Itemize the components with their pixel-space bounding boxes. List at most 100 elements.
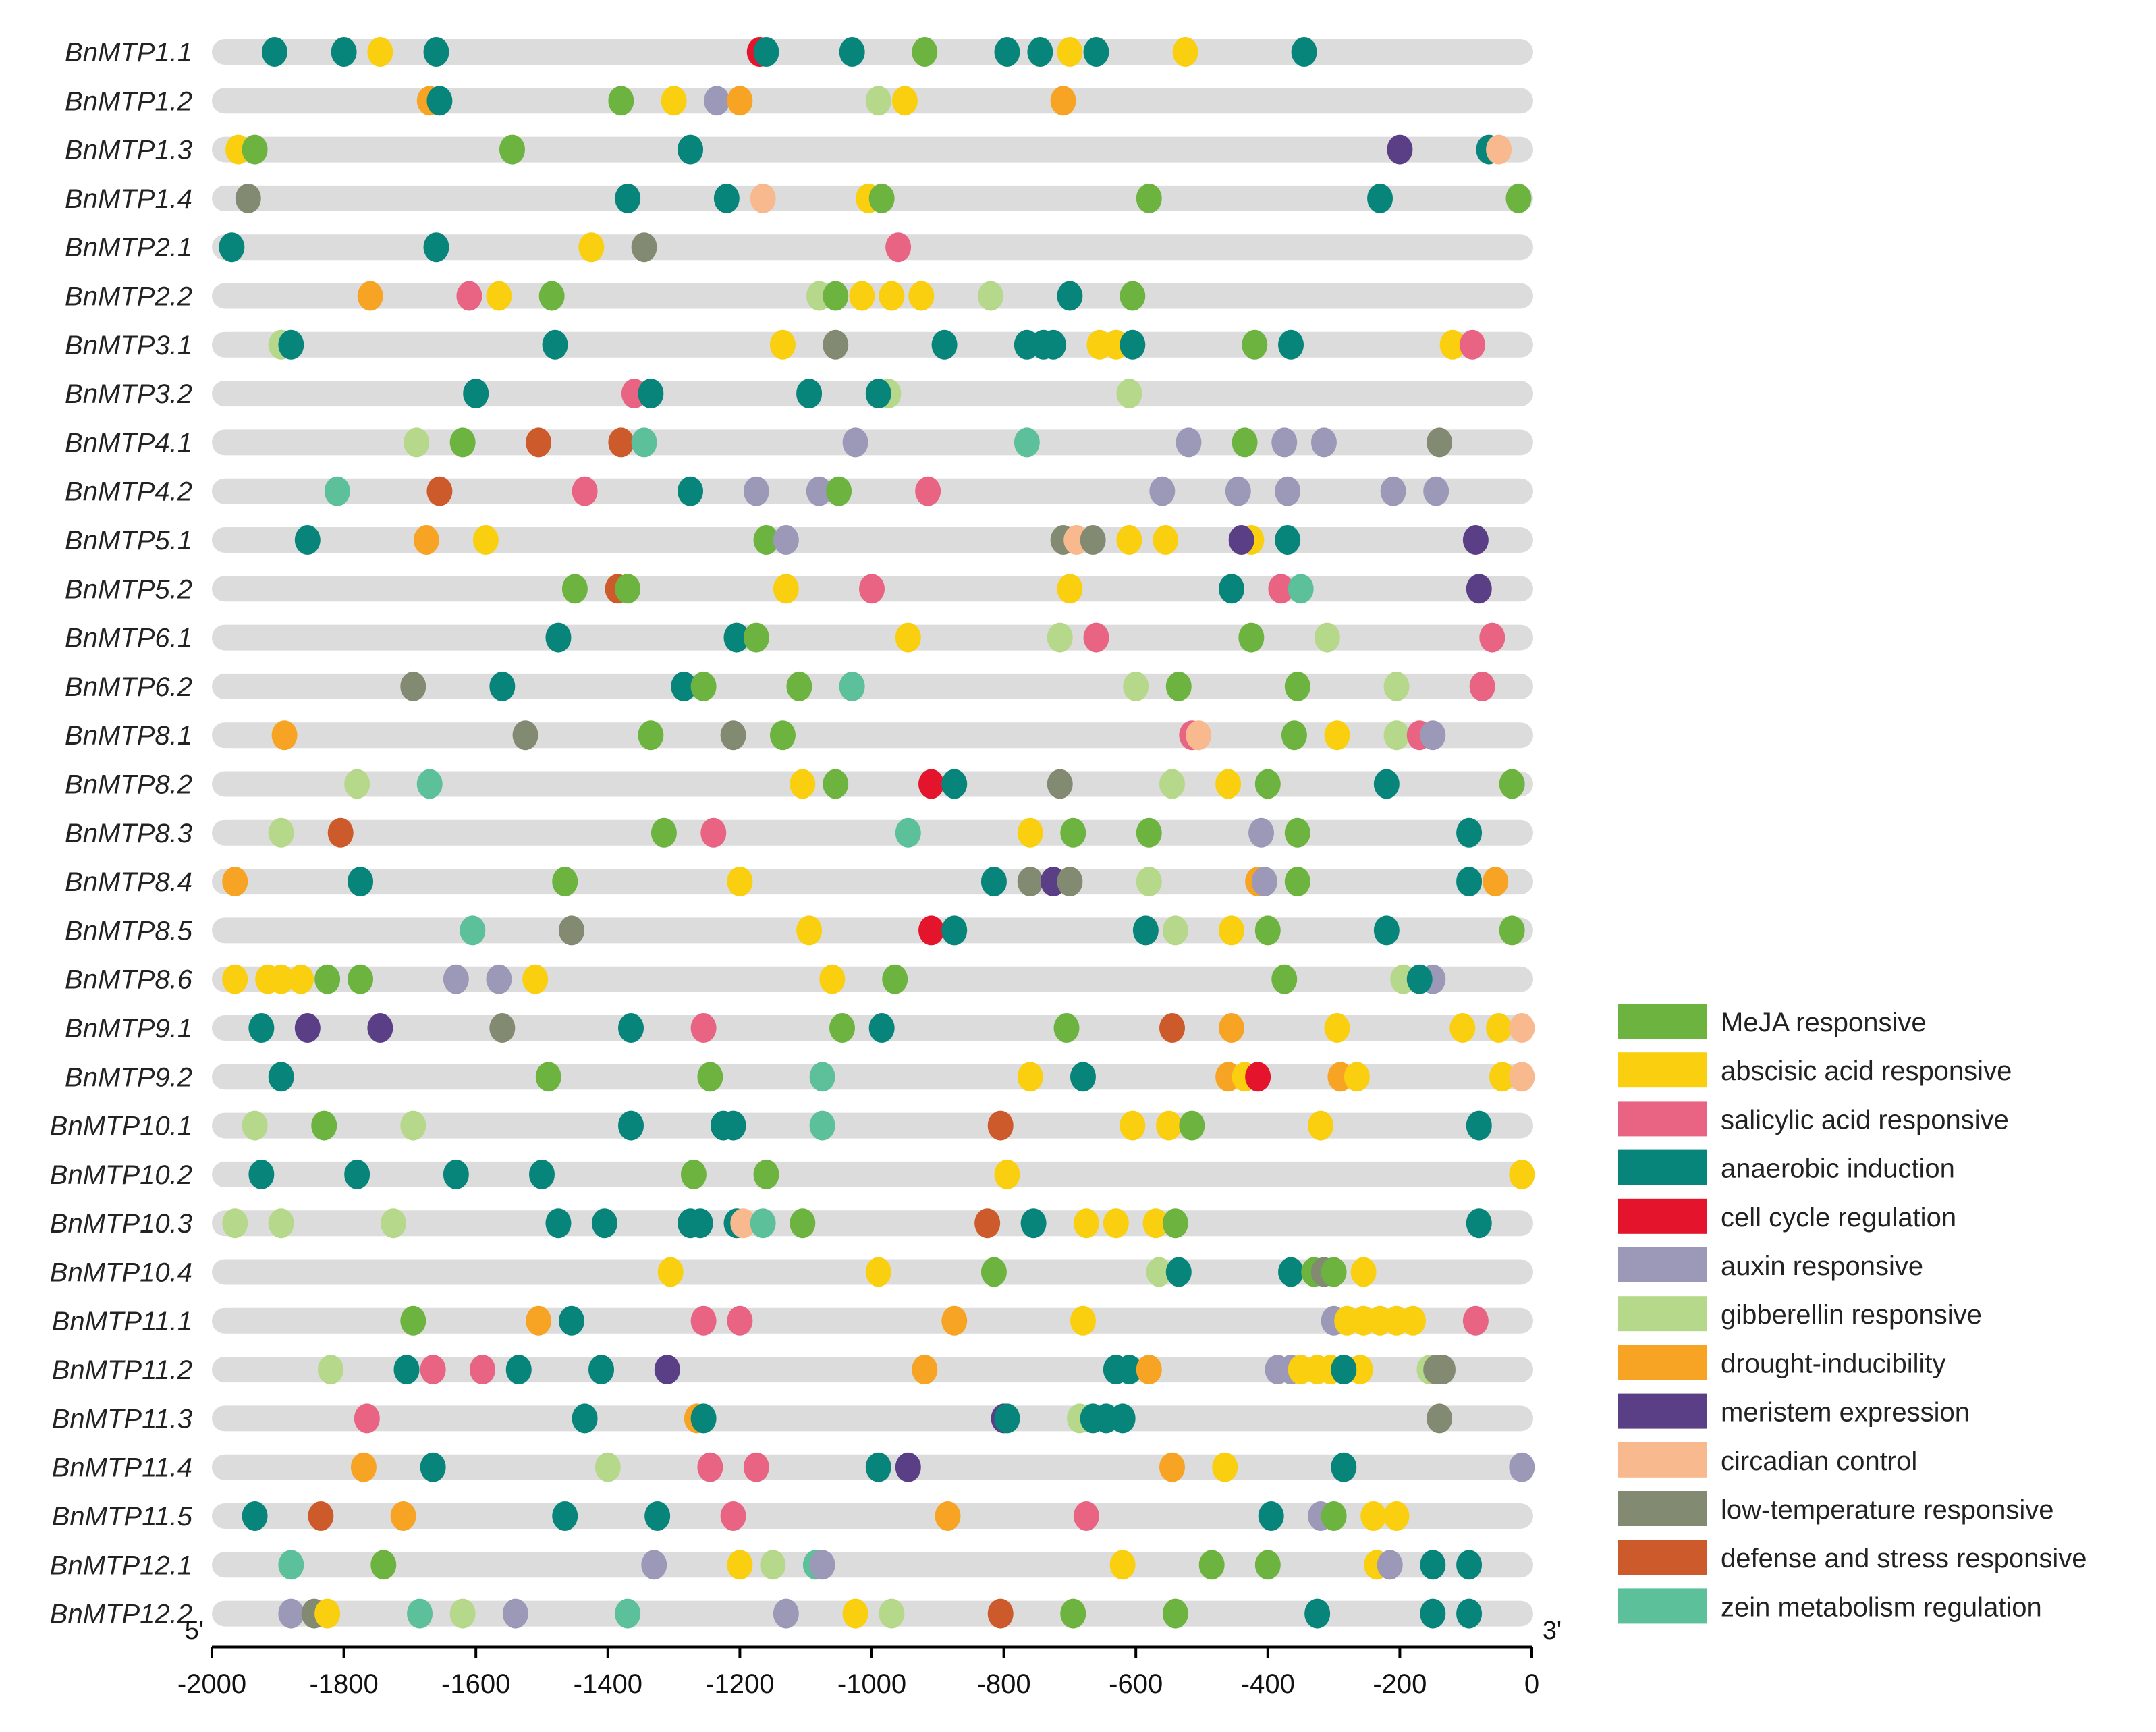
cis-element-marker <box>720 720 746 751</box>
cis-element-marker <box>526 1305 552 1336</box>
cis-element-marker <box>1278 1257 1304 1287</box>
cis-element-marker <box>1215 769 1242 799</box>
legend-label: drought-inducibility <box>1721 1349 1946 1378</box>
cis-element-marker <box>472 525 499 555</box>
legend-item: auxin responsive <box>1618 1247 1923 1282</box>
cis-element-marker <box>1275 525 1301 555</box>
legend-item: cell cycle regulation <box>1618 1198 1956 1234</box>
gene-bar <box>212 819 1533 846</box>
cis-element-marker <box>1483 867 1509 897</box>
cis-element-marker <box>1479 622 1505 653</box>
cis-element-marker <box>1284 867 1310 897</box>
cis-element-marker <box>1109 1403 1136 1434</box>
cis-element-marker <box>1057 867 1083 897</box>
cis-element-marker <box>370 1550 397 1580</box>
legend-label: gibberellin responsive <box>1721 1300 1982 1330</box>
cis-element-marker <box>697 1062 723 1092</box>
gene-row: BnMTP3.2 <box>65 379 1533 409</box>
cis-element-marker <box>1324 1013 1350 1043</box>
gene-label: BnMTP12.2 <box>50 1600 192 1629</box>
cis-element-marker <box>1489 1062 1515 1092</box>
cis-element-marker <box>1258 1501 1284 1531</box>
cis-element-marker <box>769 329 796 360</box>
cis-element-marker <box>1331 1355 1357 1385</box>
legend-item: drought-inducibility <box>1618 1345 1946 1380</box>
gene-row: BnMTP10.1 <box>50 1110 1533 1141</box>
gene-row: BnMTP12.1 <box>50 1550 1533 1580</box>
legend-label: abscisic acid responsive <box>1721 1056 2012 1086</box>
gene-label: BnMTP3.2 <box>65 379 192 409</box>
gene-row: BnMTP9.2 <box>65 1062 1535 1092</box>
cis-element-marker <box>1456 817 1483 848</box>
cis-element-marker <box>1116 525 1142 555</box>
legend-swatch <box>1618 1393 1707 1429</box>
cis-element-marker <box>1120 281 1146 311</box>
cis-element-marker <box>879 1598 905 1629</box>
cis-element-marker <box>354 1403 380 1434</box>
gene-label: BnMTP8.5 <box>65 916 193 946</box>
cis-element-marker <box>400 671 426 701</box>
cis-element-marker <box>1308 1110 1334 1141</box>
cis-element-marker <box>1423 476 1449 506</box>
cis-element-marker <box>859 574 885 604</box>
legend-swatch <box>1618 1101 1707 1137</box>
cis-element-marker <box>608 86 634 116</box>
cis-element-marker <box>723 622 750 653</box>
gene-bar <box>212 331 1533 358</box>
cis-element-marker <box>680 1159 707 1189</box>
gene-row: BnMTP4.1 <box>65 427 1533 458</box>
cis-element-marker <box>588 1355 615 1385</box>
cis-element-marker <box>1123 671 1149 701</box>
cis-element-marker <box>753 37 779 67</box>
cis-element-marker <box>753 1159 779 1189</box>
cis-element-marker <box>219 232 245 263</box>
cis-element-marker <box>1136 1355 1162 1385</box>
gene-label: BnMTP10.2 <box>50 1160 192 1190</box>
legend-label: zein metabolism regulation <box>1721 1592 2042 1622</box>
gene-bar <box>212 869 1533 895</box>
cis-element-marker <box>1014 427 1040 458</box>
cis-element-marker <box>1172 37 1198 67</box>
cis-element-marker <box>809 1550 835 1580</box>
gene-label: BnMTP1.4 <box>65 184 192 214</box>
cis-element-marker <box>535 1062 561 1092</box>
gene-label: BnMTP10.1 <box>50 1112 192 1141</box>
cis-element-marker <box>842 1598 868 1629</box>
cis-element-marker <box>1456 1598 1483 1629</box>
cis-element-marker <box>1373 769 1400 799</box>
x-tick-label: -1400 <box>574 1669 642 1699</box>
cis-element-marker <box>786 671 812 701</box>
cis-element-marker <box>1462 525 1489 555</box>
cis-element-marker <box>796 379 823 409</box>
cis-element-marker <box>1254 769 1281 799</box>
cis-element-marker <box>879 281 905 311</box>
cis-element-marker <box>463 379 489 409</box>
legend-label: cell cycle regulation <box>1721 1203 1956 1233</box>
x-tick-label: -1000 <box>837 1669 906 1699</box>
cis-element-marker <box>545 622 572 653</box>
cis-element-marker <box>641 1550 667 1580</box>
cis-element-marker <box>278 1550 304 1580</box>
cis-element-marker <box>1486 134 1512 165</box>
legend-item: abscisic acid responsive <box>1618 1052 2012 1088</box>
cis-element-marker <box>552 1501 578 1531</box>
cis-element-marker <box>308 1501 334 1531</box>
legend-item: meristem expression <box>1618 1393 1970 1429</box>
legend-label: meristem expression <box>1721 1398 1970 1428</box>
cis-element-marker <box>578 232 605 263</box>
gene-row: BnMTP5.2 <box>65 574 1533 604</box>
cis-element-marker <box>572 476 598 506</box>
cis-element-marker <box>885 232 912 263</box>
cis-element-marker <box>248 1159 275 1189</box>
cis-element-marker <box>1427 1403 1453 1434</box>
cis-element-marker <box>242 1110 268 1141</box>
legend-swatch <box>1618 1052 1707 1088</box>
cis-element-marker <box>348 867 374 897</box>
cis-element-marker <box>1367 183 1393 213</box>
cis-element-marker <box>559 915 585 946</box>
cis-element-marker <box>235 183 261 213</box>
cis-element-marker <box>720 1501 746 1531</box>
cis-element-marker <box>1156 1110 1182 1141</box>
cis-element-marker <box>1288 574 1314 604</box>
cis-element-marker <box>1219 1013 1245 1043</box>
